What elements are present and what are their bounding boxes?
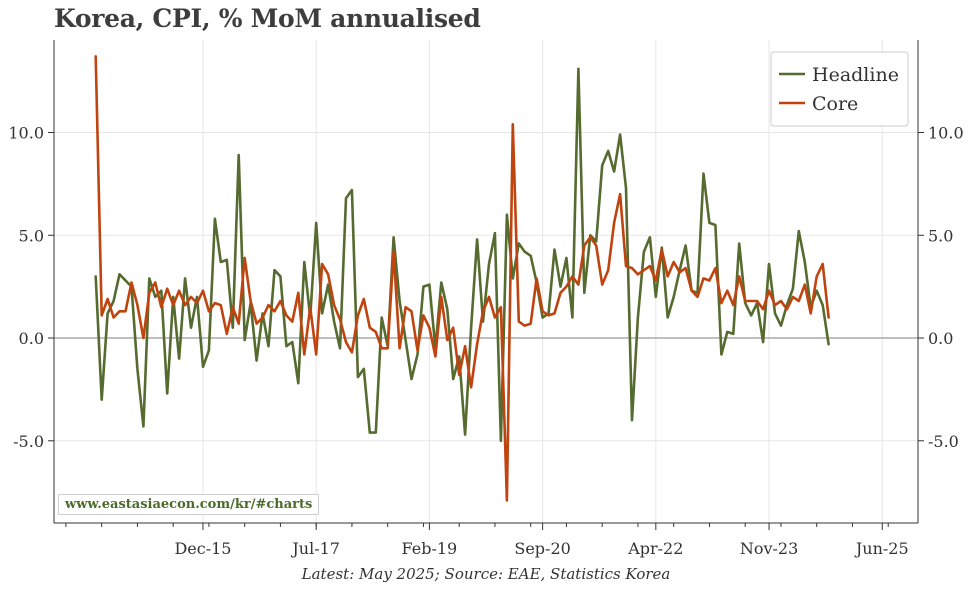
- legend: Headline Core: [770, 51, 909, 127]
- source-link[interactable]: www.eastasiaecon.com/kr/#charts: [58, 494, 320, 515]
- x-tick-label: Feb-19: [402, 539, 458, 558]
- x-tick-label: Jun-25: [854, 539, 909, 558]
- grid-layer: [54, 40, 918, 523]
- y-tick-label-right: 0.0: [928, 329, 953, 348]
- headline-line: [94, 67, 830, 443]
- y-tick-label-left: 0.0: [19, 329, 44, 348]
- x-tick-label: Apr-22: [627, 539, 683, 558]
- x-tick-label: Jul-17: [290, 539, 340, 558]
- axis-layer: 10.0 10.0 5.0 5.0 0.0 0.0 -5.0 -5.0 Dec-15 Jul-17…: [8, 40, 964, 558]
- legend-label-core: Core: [812, 93, 858, 115]
- y-tick-label-left: 10.0: [8, 123, 44, 142]
- y-tick-label-right: 5.0: [928, 226, 953, 245]
- y-tick-label-left: -5.0: [13, 432, 44, 451]
- legend-label-headline: Headline: [812, 64, 899, 86]
- x-tick-label: Dec-15: [174, 539, 231, 558]
- x-tick-label: Nov-23: [740, 539, 798, 558]
- core-line: [94, 55, 830, 502]
- y-tick-label-right: 10.0: [928, 123, 964, 142]
- chart-title: Korea, CPI, % MoM annualised: [54, 4, 481, 33]
- series-layer: [94, 55, 830, 502]
- y-tick-label-right: -5.0: [928, 432, 959, 451]
- chart-caption: Latest: May 2025; Source: EAE, Statistic…: [301, 565, 671, 583]
- y-tick-label-left: 5.0: [19, 226, 44, 245]
- x-tick-label: Sep-20: [514, 539, 570, 558]
- legend-box: [770, 51, 909, 127]
